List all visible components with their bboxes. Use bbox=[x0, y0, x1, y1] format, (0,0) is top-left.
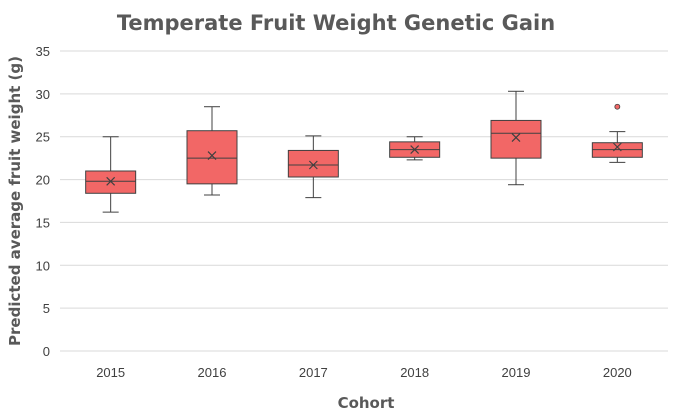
x-tick-label: 2020 bbox=[603, 365, 632, 380]
box-2015 bbox=[85, 136, 137, 213]
iqr-box bbox=[490, 119, 542, 159]
iqr-box bbox=[186, 130, 238, 185]
y-axis-label: Predicted average fruit weight (g) bbox=[6, 56, 24, 346]
iqr-box bbox=[287, 149, 339, 178]
y-tick-label: 0 bbox=[43, 344, 50, 359]
mean-marker bbox=[410, 145, 420, 154]
gridlines bbox=[60, 50, 668, 352]
outlier-point bbox=[614, 103, 621, 110]
y-tick-label: 35 bbox=[36, 44, 50, 59]
y-tick-label: 15 bbox=[36, 215, 50, 230]
x-axis-label: Cohort bbox=[338, 394, 395, 412]
box-series bbox=[85, 90, 643, 213]
box-2016 bbox=[186, 106, 238, 196]
x-tick-label: 2018 bbox=[400, 365, 429, 380]
mean-marker bbox=[308, 160, 318, 170]
iqr-box bbox=[85, 170, 137, 194]
x-tick-label: 2016 bbox=[198, 365, 227, 380]
x-axis-ticks: 2015 2016 2017 2018 2019 2020 bbox=[96, 365, 632, 380]
y-tick-label: 25 bbox=[36, 130, 50, 145]
mean-marker bbox=[511, 133, 521, 142]
y-axis-ticks: 0 5 10 15 20 25 30 35 bbox=[36, 44, 50, 359]
box-2019 bbox=[490, 90, 542, 186]
x-tick-label: 2019 bbox=[502, 365, 531, 380]
x-tick-label: 2015 bbox=[96, 365, 125, 380]
mean-marker bbox=[207, 151, 217, 160]
mean-marker bbox=[106, 176, 116, 186]
y-tick-label: 5 bbox=[43, 301, 50, 316]
x-tick-label: 2017 bbox=[299, 365, 328, 380]
y-tick-label: 20 bbox=[36, 173, 50, 188]
box-2017 bbox=[287, 135, 339, 199]
y-tick-label: 10 bbox=[36, 258, 50, 273]
box-2020 bbox=[591, 103, 643, 163]
chart-title: Temperate Fruit Weight Genetic Gain bbox=[117, 11, 555, 35]
box-2018 bbox=[389, 136, 441, 161]
mean-marker bbox=[612, 142, 622, 152]
y-tick-label: 30 bbox=[36, 87, 50, 102]
